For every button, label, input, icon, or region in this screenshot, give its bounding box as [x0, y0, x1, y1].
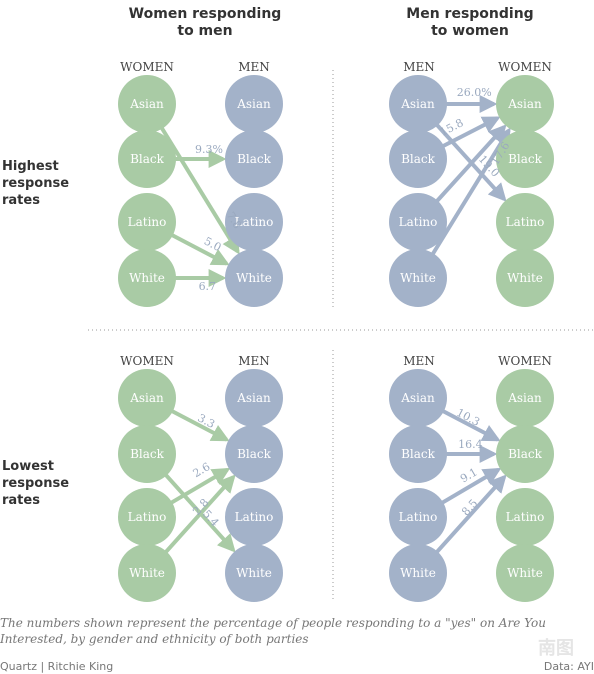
watermark: 南图	[538, 638, 574, 659]
edge-label-men_low-black-to-black: 16.4	[458, 438, 483, 451]
col-label-women-br: WOMEN	[498, 354, 552, 368]
col-label-men-tr: MEN	[403, 60, 435, 74]
node-label-women_low-men-black: Black	[237, 447, 272, 461]
node-women_low-men-black	[225, 425, 283, 483]
node-label-men_low-women-white: White	[507, 566, 543, 580]
row-label-lowest: Lowest response rates	[2, 459, 70, 508]
node-label-men_high-women-white: White	[507, 271, 543, 285]
node-label-women_high-men-latino: Latino	[235, 215, 274, 229]
node-label-men_high-men-asian: Asian	[400, 97, 435, 111]
node-women_low-men-latino	[225, 488, 283, 546]
panel-title-women-to-men: Women responding to men	[128, 6, 282, 39]
node-label-women_high-men-white: White	[236, 271, 272, 285]
edge-label-men_low-white-to-black: 8.5	[459, 497, 480, 519]
node-label-men_low-men-latino: Latino	[399, 510, 438, 524]
node-label-men_high-women-latino: Latino	[506, 215, 545, 229]
node-label-men_low-women-latino: Latino	[506, 510, 545, 524]
edge-label-men_high-asian-to-asian: 26.0%	[457, 86, 492, 99]
node-women_high-men-white	[225, 249, 283, 307]
node-men_low-women-asian	[496, 369, 554, 427]
node-label-women_high-women-asian: Asian	[129, 97, 164, 111]
node-label-women_low-men-asian: Asian	[236, 391, 271, 405]
node-label-men_high-women-black: Black	[508, 152, 543, 166]
col-label-women-bl: WOMEN	[120, 354, 174, 368]
node-women_low-men-white	[225, 544, 283, 602]
col-label-men-br: MEN	[403, 354, 435, 368]
node-men_low-men-white	[389, 544, 447, 602]
arrow-women_high-asian-to-white	[159, 125, 240, 255]
node-label-women_high-men-black: Black	[237, 152, 272, 166]
node-women_high-men-latino	[225, 193, 283, 251]
node-men_high-men-black	[389, 130, 447, 188]
node-women_low-women-black	[118, 425, 176, 483]
node-label-women_high-women-white: White	[129, 271, 165, 285]
node-women_high-women-latino	[118, 193, 176, 251]
node-label-men_low-women-asian: Asian	[507, 391, 542, 405]
node-men_high-men-latino	[389, 193, 447, 251]
edge-label-women_low-asian-to-black: 3.3	[195, 411, 217, 431]
arrow-women_high-latino-to-white	[169, 232, 230, 266]
node-women_low-men-asian	[225, 369, 283, 427]
credit-right: Data: AYI	[543, 660, 594, 673]
node-women_low-women-asian	[118, 369, 176, 427]
response-diagram: Asian Black Latino White Asian Black Latino Whi…	[88, 70, 594, 602]
node-men_high-men-asian	[389, 75, 447, 133]
node-men_low-men-black	[389, 425, 447, 483]
node-label-men_high-men-latino: Latino	[399, 215, 438, 229]
node-label-men_low-women-black: Black	[508, 447, 543, 461]
node-men_low-men-latino	[389, 488, 447, 546]
node-label-women_low-women-asian: Asian	[129, 391, 164, 405]
arrow-men_low-white-to-black	[434, 474, 507, 555]
col-label-women-tl: WOMEN	[120, 60, 174, 74]
panel-title-men-to-women: Men responding to women	[406, 6, 534, 39]
node-men_low-men-asian	[389, 369, 447, 427]
node-label-women_low-women-latino: Latino	[128, 510, 167, 524]
node-men_high-men-white	[389, 249, 447, 307]
node-label-men_high-women-asian: Asian	[507, 97, 542, 111]
node-women_high-women-asian	[118, 75, 176, 133]
node-label-men_low-men-asian: Asian	[400, 391, 435, 405]
arrow-women_low-black-to-white	[163, 472, 236, 553]
node-men_high-women-latino	[496, 193, 554, 251]
node-women_low-women-latino	[118, 488, 176, 546]
node-label-women_low-men-white: White	[236, 566, 272, 580]
node-women_high-men-black	[225, 130, 283, 188]
node-label-women_low-women-black: Black	[130, 447, 165, 461]
node-label-women_high-women-black: Black	[130, 152, 165, 166]
node-women_high-women-white	[118, 249, 176, 307]
arrow-men_high-latino-to-asian	[434, 124, 507, 204]
node-men_low-women-white	[496, 544, 554, 602]
node-label-men_low-men-black: Black	[401, 447, 436, 461]
node-label-women_low-women-white: White	[129, 566, 165, 580]
edge-label-women_high-black-to-black: 9.3%	[195, 143, 223, 156]
edge-label-women_high-white-to-white: 6.7	[199, 280, 217, 293]
edge-label-women_low-latino-to-black: 2.6	[191, 460, 213, 480]
arrow-men_low-asian-to-black	[440, 408, 501, 442]
row-label-highest: Highest response rates	[2, 159, 70, 208]
node-women_low-women-white	[118, 544, 176, 602]
node-men_high-women-asian	[496, 75, 554, 133]
caption: The numbers shown represent the percenta…	[0, 616, 546, 646]
node-label-women_low-men-latino: Latino	[235, 510, 274, 524]
node-label-men_high-men-black: Black	[401, 152, 436, 166]
node-men_high-women-white	[496, 249, 554, 307]
col-label-men-bl: MEN	[238, 354, 270, 368]
node-men_high-women-black	[496, 130, 554, 188]
node-label-men_high-men-white: White	[400, 271, 436, 285]
node-label-women_high-women-latino: Latino	[128, 215, 167, 229]
node-men_low-women-black	[496, 425, 554, 483]
arrow-men_high-white-to-asian	[430, 127, 511, 257]
arrow-men_high-black-to-asian	[441, 116, 501, 149]
node-women_high-women-black	[118, 130, 176, 188]
col-label-women-tr: WOMEN	[498, 60, 552, 74]
node-women_high-men-asian	[225, 75, 283, 133]
col-label-men-tl: MEN	[238, 60, 270, 74]
node-label-women_high-men-asian: Asian	[236, 97, 271, 111]
node-men_low-women-latino	[496, 488, 554, 546]
credit-left: Quartz | Ritchie King	[0, 660, 114, 673]
node-label-men_low-men-white: White	[400, 566, 436, 580]
arrow-women_low-asian-to-black	[169, 408, 230, 442]
